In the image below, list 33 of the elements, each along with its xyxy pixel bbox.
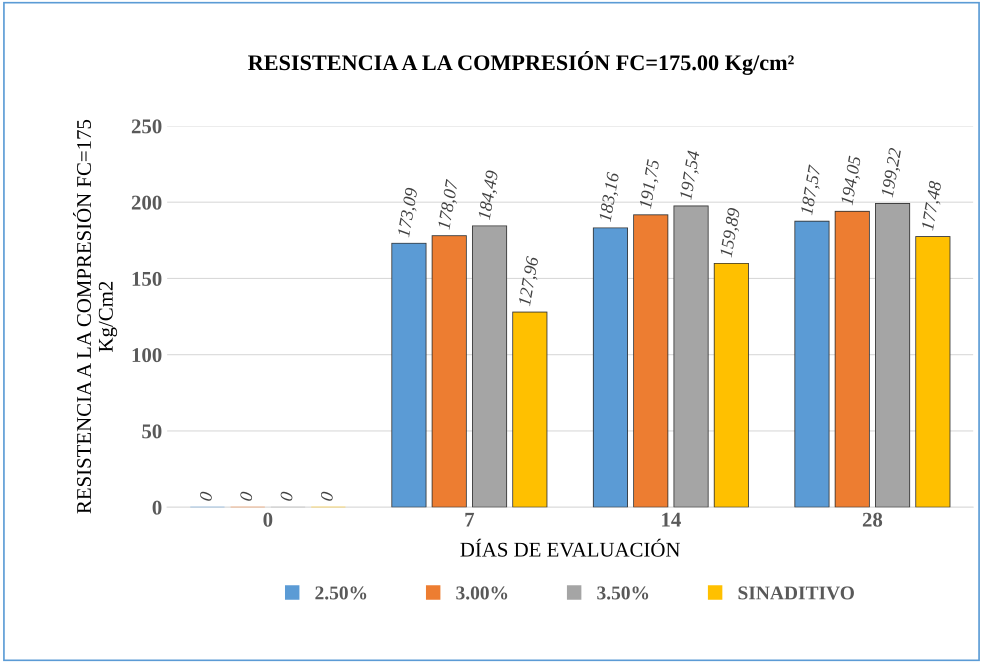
y-tick-label: 200	[132, 196, 162, 210]
x-tick-label: 0	[263, 512, 272, 527]
y-tick-label: 50	[142, 424, 162, 438]
legend-label: 3.00%	[456, 586, 508, 600]
x-tick-label: 14	[662, 512, 681, 527]
data-label: 194,05	[840, 156, 864, 206]
data-label: 178,07	[437, 178, 461, 230]
y-tick-label: 250	[132, 119, 162, 134]
data-label: 191,75	[639, 159, 662, 210]
chart-title: RESISTENCIA A LA COMPRESIÓN FC=175.00 Kg/cm²	[248, 51, 794, 75]
y-tick-label: 150	[132, 272, 162, 286]
data-label: 177,48	[921, 180, 944, 232]
data-label: 184,49	[478, 170, 501, 220]
x-axis-title: DÍAS DE EVALUACIÓN	[460, 538, 680, 557]
data-label: 0	[280, 491, 294, 502]
x-tick-label: 7	[465, 512, 474, 527]
data-label: 187,57	[800, 164, 824, 216]
y-tick-label: 100	[132, 348, 162, 362]
legend-label: 3.50%	[597, 586, 648, 600]
data-label: 127,96	[518, 256, 542, 307]
y-axis-title: RESISTENCIA A LA COMPRESIÓN FC=175 Kg/Cm2	[73, 120, 118, 514]
x-tick-label: 28	[862, 512, 882, 527]
legend-label: 2.50%	[315, 586, 366, 600]
y-tick-label: 0	[152, 500, 162, 515]
data-label: 183,16	[598, 172, 622, 222]
data-label: 197,54	[679, 150, 702, 201]
data-label: 173,09	[397, 187, 420, 238]
data-label: 159,89	[720, 207, 743, 258]
data-label: 0	[199, 491, 213, 502]
legend-label: SINADITIVO	[738, 586, 854, 600]
data-label: 0	[240, 491, 253, 502]
data-label: 0	[320, 491, 334, 502]
data-label: 199,22	[880, 148, 904, 198]
